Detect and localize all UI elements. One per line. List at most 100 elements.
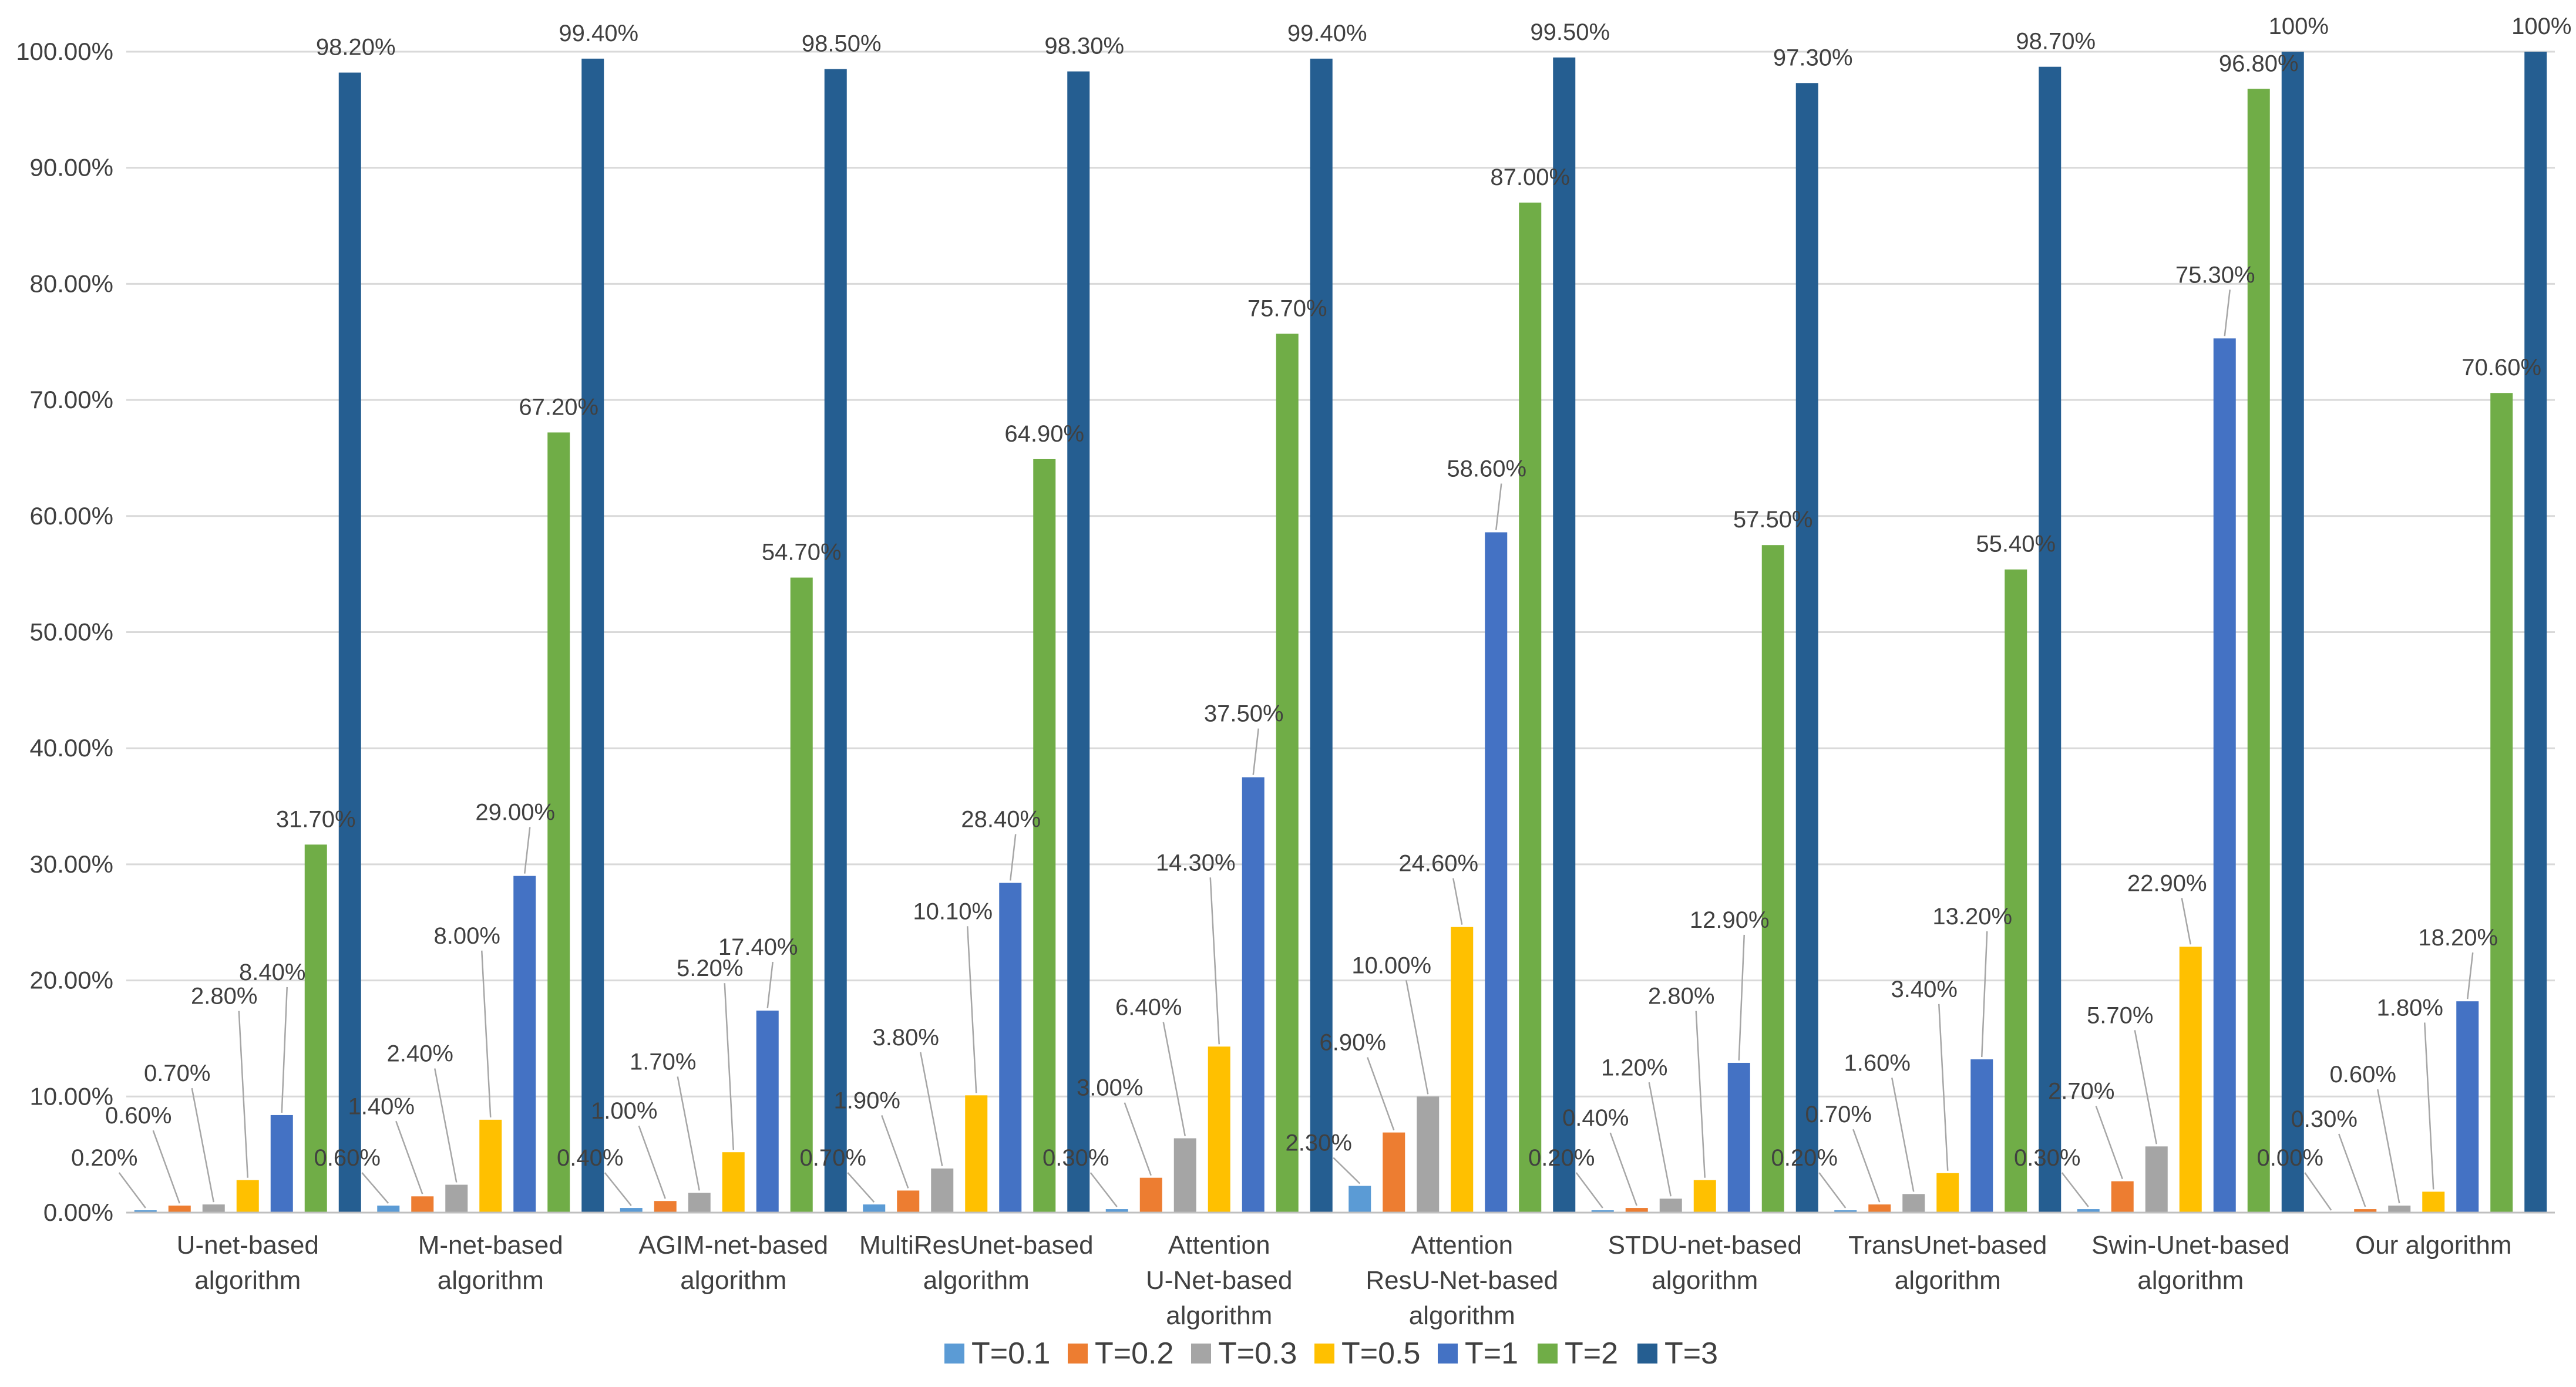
legend-label: T=1: [1465, 1336, 1518, 1371]
bar-t3: [581, 58, 604, 1213]
y-tick-label: 60.00%: [30, 502, 113, 530]
data-label: 2.70%: [2048, 1079, 2114, 1105]
data-label: 0.40%: [1562, 1105, 1629, 1131]
leader-line: [281, 987, 288, 1113]
bar-t1: [1727, 1062, 1750, 1213]
y-tick-label: 0.00%: [43, 1199, 113, 1226]
data-label: 6.40%: [1115, 994, 1182, 1020]
leader-line: [1575, 1172, 1603, 1208]
data-label: 0.20%: [71, 1145, 137, 1171]
bar-t2: [2247, 89, 2270, 1213]
category-label: Attention U-Net-based algorithm: [1146, 1231, 1292, 1330]
bar-t2: [1519, 203, 1542, 1213]
bar-t02: [2354, 1209, 2377, 1213]
bar-t03: [1902, 1194, 1925, 1213]
bar-t1: [2213, 338, 2236, 1213]
data-label: 10.00%: [1351, 952, 1431, 978]
bar-t1: [756, 1011, 779, 1213]
leader-line: [1818, 1172, 1847, 1208]
leader-line: [1162, 1022, 1186, 1136]
y-axis-tick-labels: 0.00% 10.00% 20.00% 30.00% 40.00% 50.00% 60.00…: [16, 38, 113, 1226]
data-label: 0.30%: [2014, 1145, 2080, 1171]
data-label: 0.60%: [2330, 1062, 2396, 1088]
data-label: 8.00%: [434, 923, 500, 949]
leader-line: [1695, 1011, 1706, 1178]
bar-t05: [965, 1095, 988, 1213]
leader-line: [2338, 1133, 2366, 1207]
bar-t1: [513, 876, 536, 1213]
bar-t02: [1868, 1204, 1891, 1213]
bar-t02: [1139, 1177, 1162, 1213]
data-label: 75.70%: [1247, 295, 1327, 321]
legend-swatch: [944, 1344, 964, 1364]
bar-t03: [1173, 1138, 1196, 1213]
category-label-line: M-net-based: [418, 1231, 563, 1260]
leader-line: [677, 1076, 700, 1191]
leader-line: [1209, 877, 1220, 1045]
data-label: 22.90%: [2127, 870, 2207, 896]
bar-t02: [411, 1196, 434, 1213]
data-label: 96.80%: [2219, 51, 2299, 76]
data-label: 98.70%: [2016, 29, 2096, 55]
category-label: AGIM-net-based algorithm: [638, 1231, 828, 1295]
category-label: MultiResUnet-based algorithm: [859, 1231, 1094, 1295]
leader-line: [481, 950, 492, 1117]
category-label-line: ResU-Net-based: [1366, 1266, 1558, 1295]
data-label: 99.40%: [559, 21, 638, 46]
leader-line: [1124, 1102, 1152, 1176]
bars: [134, 52, 2547, 1213]
bar-t05: [236, 1180, 259, 1213]
legend: T=0.1 T=0.2 T=0.3 T=0.5 T=1 T=2 T=3: [944, 1336, 1718, 1371]
leader-line: [1333, 1157, 1361, 1184]
category-label-line: algorithm: [2137, 1266, 2244, 1295]
legend-swatch: [1438, 1344, 1458, 1364]
data-label: 3.80%: [873, 1025, 939, 1051]
y-tick-label: 10.00%: [30, 1082, 113, 1110]
bar-t03: [445, 1184, 468, 1213]
bar-t02: [1625, 1208, 1648, 1213]
bar-t2: [2005, 569, 2027, 1213]
category-label-line: Our algorithm: [2355, 1231, 2512, 1260]
category-label: M-net-based algorithm: [418, 1231, 563, 1295]
leader-line: [191, 1088, 214, 1203]
data-label: 29.00%: [475, 800, 555, 826]
bar-t03: [688, 1193, 711, 1213]
category-label-line: TransUnet-based: [1848, 1231, 2047, 1260]
bar-t05: [1936, 1173, 1959, 1213]
bar-t05: [479, 1119, 502, 1213]
bar-t3: [1310, 58, 1333, 1213]
data-label: 2.40%: [387, 1041, 453, 1067]
y-tick-label: 90.00%: [30, 154, 113, 181]
bar-t05: [1693, 1180, 1716, 1213]
leader-line: [2377, 1089, 2400, 1204]
leader-line: [2134, 1030, 2157, 1144]
bar-t3: [1553, 57, 1576, 1213]
leader-line: [2224, 289, 2231, 336]
category-label-line: algorithm: [1409, 1301, 1515, 1330]
data-label: 55.40%: [1976, 531, 2056, 557]
bar-t1: [1242, 777, 1265, 1213]
y-tick-label: 20.00%: [30, 967, 113, 994]
data-label: 1.60%: [1844, 1050, 1911, 1076]
leader-line: [724, 983, 734, 1150]
data-label: 13.20%: [1932, 904, 2012, 930]
data-label: 2.30%: [1286, 1130, 1352, 1156]
data-label: 1.70%: [630, 1049, 696, 1075]
data-label: 1.40%: [348, 1093, 415, 1119]
data-label: 0.00%: [2257, 1145, 2323, 1171]
y-tick-label: 80.00%: [30, 270, 113, 297]
legend-swatch: [1191, 1344, 1211, 1364]
leader-line: [1405, 980, 1429, 1095]
bar-t05: [1208, 1046, 1230, 1213]
data-label: 10.10%: [913, 898, 993, 924]
leader-line: [524, 827, 531, 874]
data-label: 75.30%: [2175, 262, 2255, 288]
data-label: 1.20%: [1601, 1055, 1667, 1080]
category-label-line: algorithm: [1652, 1266, 1758, 1295]
data-label: 99.40%: [1287, 21, 1367, 46]
bar-t02: [168, 1206, 191, 1213]
category-label-line: algorithm: [680, 1266, 786, 1295]
leader-line: [1648, 1082, 1672, 1197]
data-label: 0.20%: [1528, 1145, 1595, 1171]
data-label: 3.00%: [1077, 1075, 1143, 1101]
